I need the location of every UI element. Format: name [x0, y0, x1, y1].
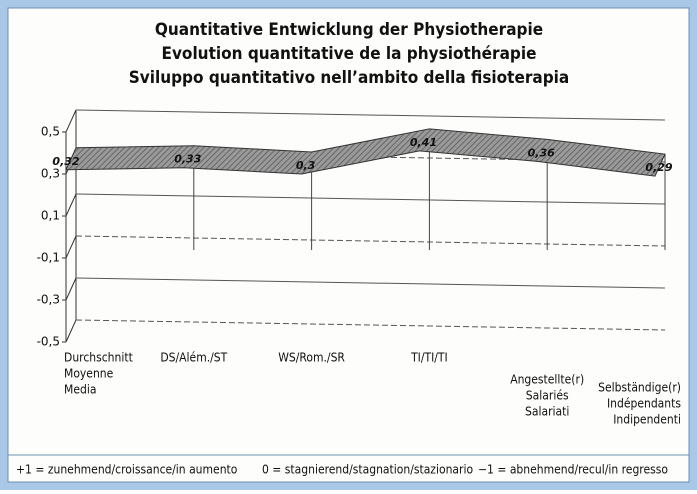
x-tick-label: WS/Rom./SR — [278, 351, 345, 365]
grid-line — [75, 277, 666, 289]
y-tick-label: -0,5 — [37, 335, 60, 349]
x-tick-label: Indépendants — [607, 397, 681, 411]
ribbon — [65, 128, 666, 177]
grid-line — [65, 193, 77, 217]
chart-title: Quantitative Entwicklung der Physiothera… — [155, 20, 543, 40]
chart-title: Evolution quantitative de la physiothéra… — [162, 44, 537, 64]
grid-line — [65, 319, 77, 343]
grid-line — [65, 235, 77, 259]
grid-line — [65, 277, 77, 301]
y-tick-label: 0,5 — [41, 125, 60, 139]
y-tick-label: -0,3 — [37, 293, 60, 307]
footnote: +1 = zunehmend/croissance/in aumento — [16, 463, 238, 477]
x-tick-label: Salariés — [526, 389, 569, 403]
grid-line — [75, 235, 666, 247]
y-tick-label: -0,1 — [37, 251, 60, 265]
x-tick-label: Selbständige(r) — [598, 381, 681, 395]
footnote: −1 = abnehmend/recul/in regresso — [478, 463, 668, 477]
grid-line — [65, 109, 77, 133]
x-tick-label: Media — [64, 383, 96, 397]
value-label: 0,29 — [645, 161, 672, 174]
x-tick-label: Durchschnitt — [64, 351, 133, 365]
chart-title: Sviluppo quantitativo nell’ambito della … — [129, 68, 569, 88]
value-label: 0,33 — [174, 153, 201, 166]
y-tick-label: 0,1 — [41, 209, 60, 223]
value-label: 0,3 — [296, 159, 316, 172]
footnote: 0 = stagnierend/stagnation/stazionario — [262, 463, 473, 477]
x-tick-label: Indipendenti — [613, 413, 681, 427]
grid-line — [75, 319, 666, 331]
x-tick-label: TI/TI/TI — [410, 351, 448, 365]
value-label: 0,32 — [52, 155, 79, 168]
grid-line — [75, 193, 666, 205]
grid-line — [75, 109, 666, 121]
x-tick-label: Moyenne — [64, 367, 114, 381]
x-tick-label: Salariati — [525, 405, 569, 419]
panel — [7, 7, 690, 483]
value-label: 0,41 — [410, 136, 437, 149]
value-label: 0,36 — [528, 146, 555, 159]
x-tick-label: DS/Além./ST — [160, 351, 227, 365]
y-tick-label: 0,3 — [41, 167, 60, 181]
x-tick-label: Angestellte(r) — [510, 373, 584, 387]
